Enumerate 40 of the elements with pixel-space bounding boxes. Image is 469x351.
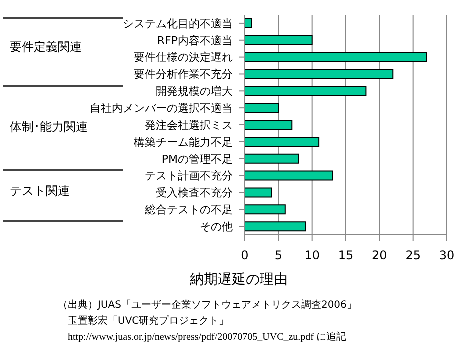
bar: [245, 136, 320, 147]
y-tick-label: 要件仕様の決定遅れ: [134, 51, 233, 64]
bar: [245, 188, 272, 198]
bar: [245, 35, 313, 46]
y-tick-label: 開発規模の増大: [156, 85, 233, 98]
bar: [245, 52, 428, 62]
bar: [245, 154, 300, 164]
x-tick-label: 30: [439, 248, 455, 263]
y-tick-label: 自社内メンバーの選択不適当: [90, 102, 233, 115]
text: （出典）JUAS「ユーザー企業ソフトウェアメトリクス調査2006」: [58, 298, 357, 312]
x-tick-label: 25: [406, 248, 421, 263]
bar: [245, 204, 286, 215]
bar: [245, 103, 280, 114]
y-tick-label: RFP内容不適当: [157, 34, 233, 48]
text: 玉置彰宏「UVC研究プロジェクト」: [68, 314, 230, 328]
bar: [245, 120, 293, 130]
bar: [245, 18, 252, 28]
y-tick-label: テスト計画不充分: [145, 170, 233, 183]
y-tick-label: システム化目的不適当: [123, 17, 233, 30]
y-tick-label: 発注会社選択ミス: [145, 118, 233, 132]
bar: [245, 86, 367, 96]
y-tick-label: 構築チーム能力不足: [134, 136, 233, 149]
bar: [245, 170, 334, 181]
x-tick-label: 0: [241, 248, 249, 263]
x-tick-label: 10: [304, 248, 320, 263]
x-tick-label: 15: [338, 248, 354, 263]
y-tick-label: 要件分析作業不充分: [134, 68, 233, 82]
text: http://www.juas.or.jp/news/press/pdf/20070705_UVC_zu.pdf に追記: [68, 330, 347, 344]
text: 体制･能力関連: [10, 119, 88, 136]
y-tick-label: その他: [200, 220, 233, 234]
y-tick-label: PMの管理不足: [162, 152, 233, 166]
x-axis-title: 納期遅延の理由: [190, 271, 288, 289]
text: 要件定義関連: [10, 39, 82, 56]
bar: [245, 69, 394, 80]
x-tick-label: 20: [372, 248, 388, 263]
x-tick-label: 5: [274, 248, 282, 263]
y-tick-label: 総合テストの不足: [144, 204, 233, 217]
text: テスト関連: [10, 183, 70, 200]
y-tick-label: 受入検査不充分: [156, 186, 233, 200]
bar: [245, 222, 306, 232]
